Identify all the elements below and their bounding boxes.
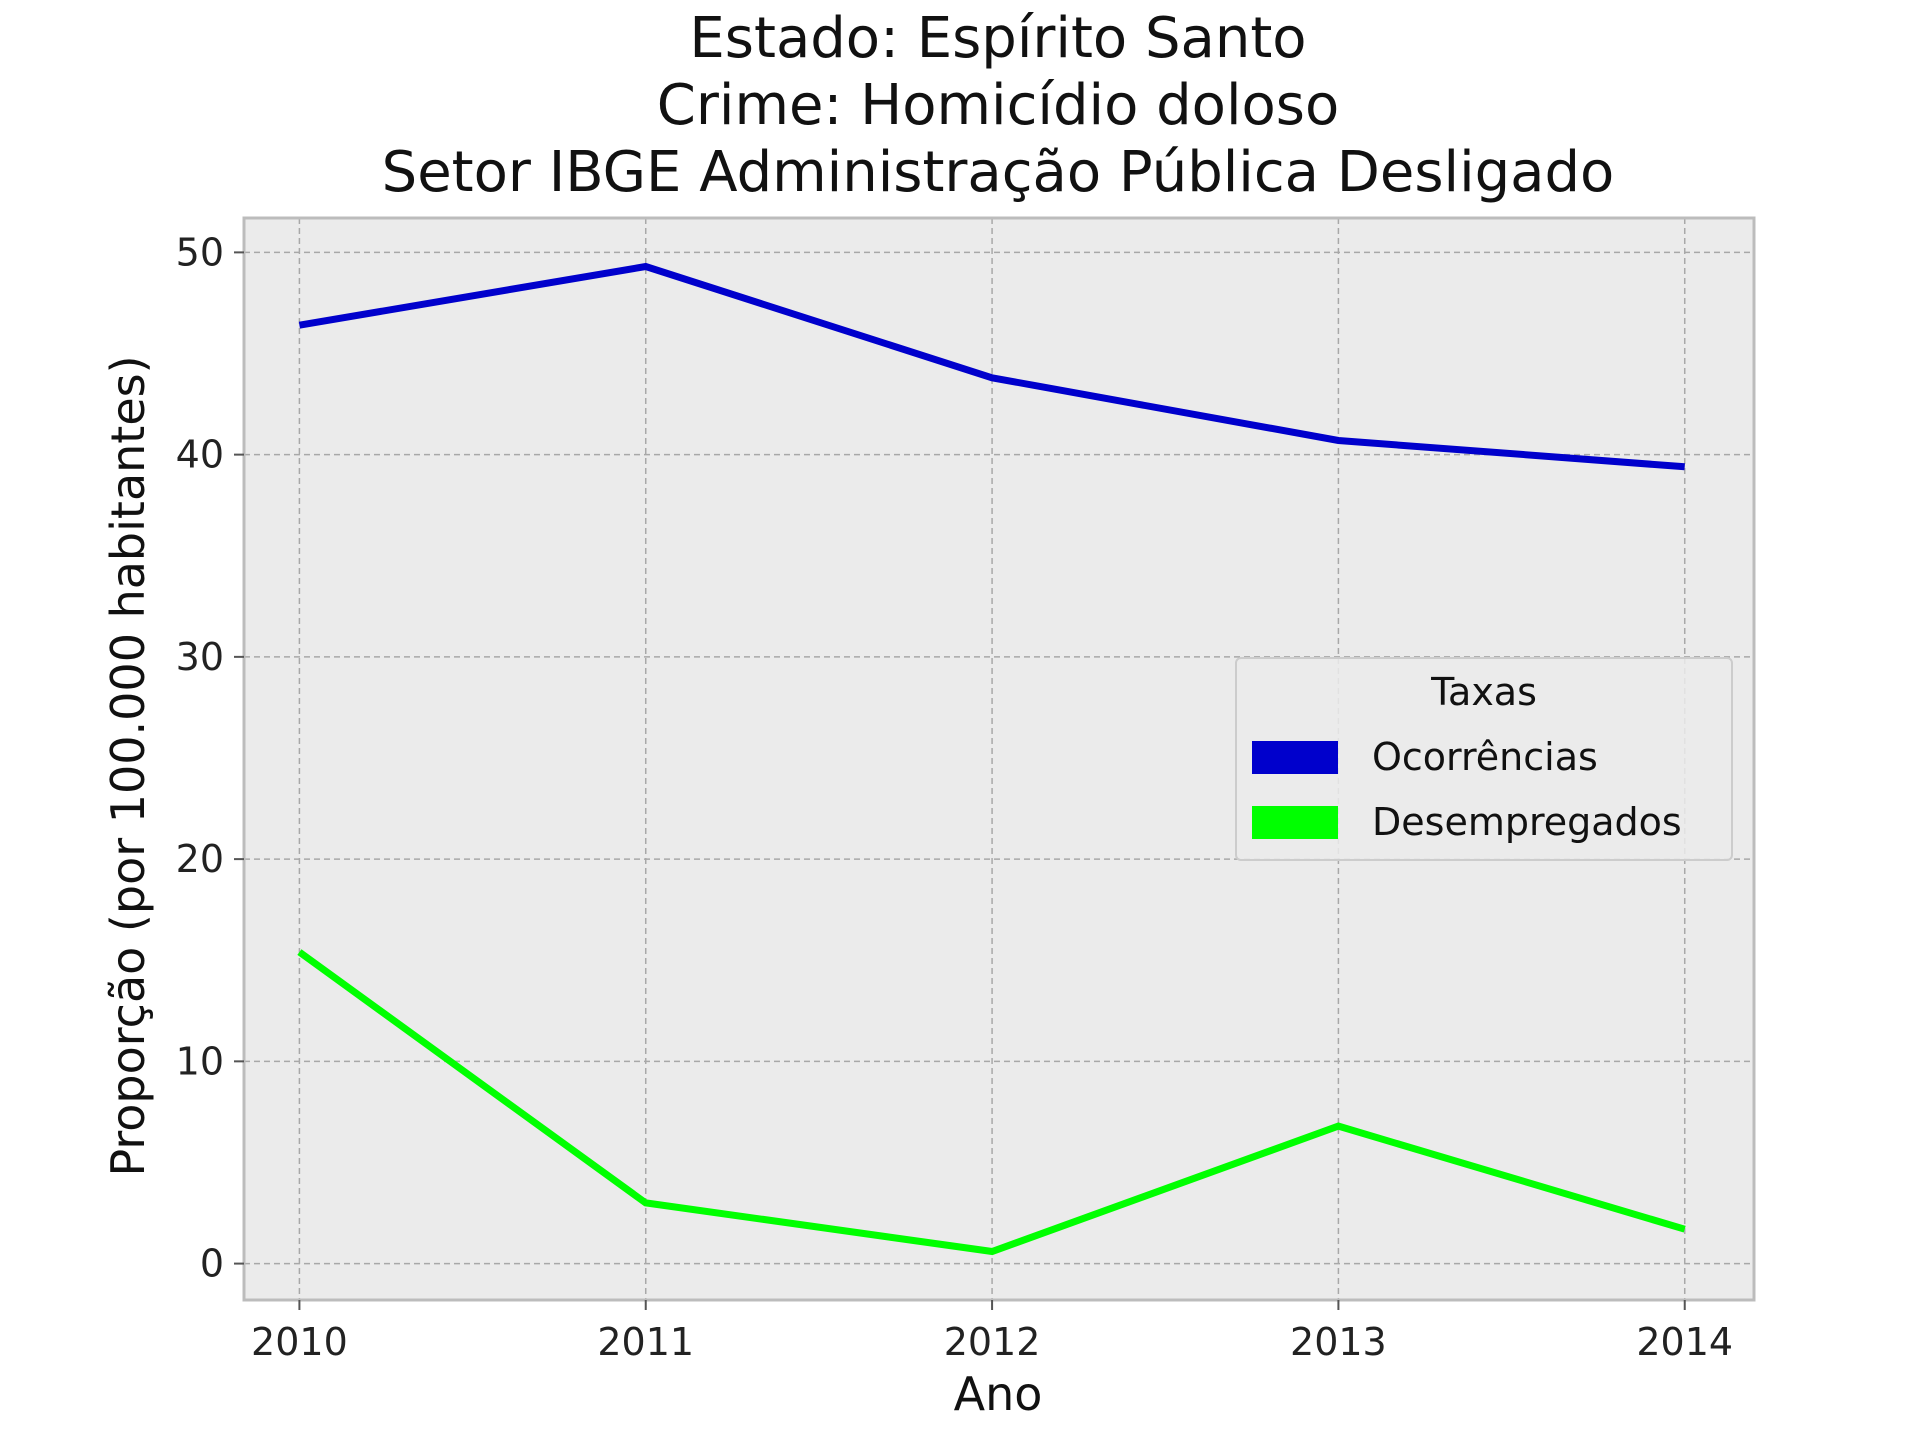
y-tick-label: 0: [200, 1242, 224, 1286]
title-line-2: Crime: Homicídio doloso: [657, 73, 1339, 138]
x-tick-label: 2014: [1636, 1320, 1733, 1364]
plot-frame: [242, 216, 1756, 1302]
legend-swatch-desempregados: [1252, 806, 1338, 839]
legend: Taxas Ocorrências Desempregados: [1235, 657, 1733, 861]
y-axis-label: Proporção (por 100.000 habitantes): [101, 355, 155, 1176]
y-tick-label: 20: [176, 837, 224, 881]
y-tick-label: 50: [176, 230, 224, 274]
x-axis-label: Ano: [954, 1367, 1043, 1421]
series-layer: [297, 262, 1686, 1256]
x-tick-label: 2010: [251, 1320, 348, 1364]
title-line-1: Estado: Espírito Santo: [689, 6, 1306, 71]
legend-label-ocorrencias: Ocorrências: [1372, 735, 1598, 779]
chart-title: Estado: Espírito Santo Crime: Homicídio …: [382, 6, 1615, 205]
x-tick-label: 2013: [1290, 1320, 1387, 1364]
y-tick-label: 40: [176, 433, 224, 477]
grid: [244, 218, 1754, 1300]
legend-swatch-ocorrencias: [1252, 741, 1338, 774]
ticks: 2010 2011 2012 2013 2014 0 10 20 30 40 50: [176, 230, 1733, 1364]
legend-label-desempregados: Desempregados: [1372, 800, 1682, 844]
x-tick-label: 2012: [944, 1320, 1041, 1364]
legend-box: [1235, 657, 1733, 861]
x-tick-label: 2011: [597, 1320, 694, 1364]
title-line-3: Setor IBGE Administração Pública Desliga…: [382, 140, 1615, 205]
y-tick-label: 30: [176, 635, 224, 679]
y-tick-label: 10: [176, 1039, 224, 1083]
legend-title: Taxas: [1430, 670, 1537, 714]
